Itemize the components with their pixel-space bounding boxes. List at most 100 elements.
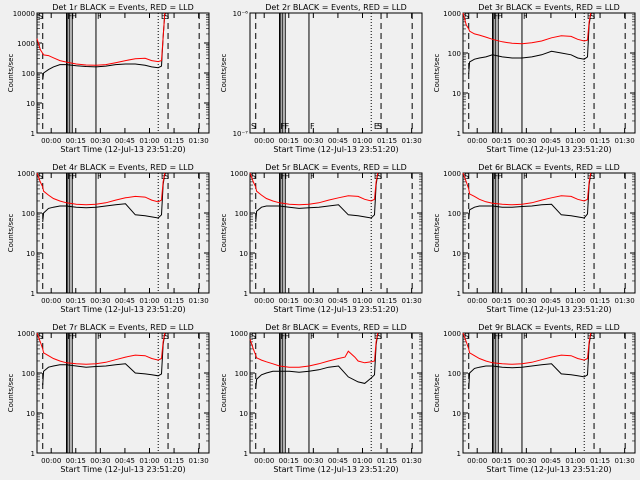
x-tick-label: 01:00 (139, 137, 159, 145)
x-tick-label: 01:00 (352, 457, 372, 465)
x-axis-label: Start Time (12-Jul-13 23:51:20) (60, 465, 185, 474)
detector-panel: Det 2r BLACK = Events, RED = LLD 10⁻⁷ 10⁻⁶… (220, 3, 423, 154)
flag-label: S (590, 12, 595, 21)
y-tick-label: 1000 (230, 170, 248, 178)
plot-frame (36, 172, 210, 294)
y-tick-label: 1000 (17, 170, 35, 178)
x-axis-label: Start Time (12-Jul-13 23:51:20) (486, 465, 611, 474)
x-tick-label: 00:00 (467, 457, 487, 465)
x-tick-label: 00:00 (254, 297, 274, 305)
flag-label: F (67, 332, 72, 341)
x-tick-label: 00:45 (541, 137, 561, 145)
flag-label: S (164, 332, 169, 341)
x-tick-label: 01:30 (189, 137, 209, 145)
x-axis-label: Start Time (12-Jul-13 23:51:20) (60, 145, 185, 154)
detector-panel: Det 4r BLACK = Events, RED = LLD 1 10 100 10… (7, 163, 210, 314)
panel-title: Det 8r BLACK = Events, RED = LLD (265, 323, 407, 332)
detector-panel: Det 3r BLACK = Events, RED = LLD 1 10 100 10… (433, 3, 636, 154)
x-tick-label: 01:30 (189, 297, 209, 305)
y-tick-label: 100 (235, 370, 248, 378)
flag-label: F (310, 172, 315, 181)
y-tick-label: 10000 (13, 10, 35, 18)
y-tick-label: 1 (244, 450, 248, 458)
flag-label: F (523, 332, 528, 341)
x-axis-label: Start Time (12-Jul-13 23:51:20) (486, 145, 611, 154)
flag-label: F (280, 172, 285, 181)
panel-title: Det 7r BLACK = Events, RED = LLD (52, 323, 194, 332)
y-tick-label: 10 (26, 250, 35, 258)
lld-series-line (462, 172, 592, 206)
x-tick-label: 01:00 (139, 457, 159, 465)
x-tick-label: 01:00 (565, 137, 585, 145)
flag-label: F (97, 332, 102, 341)
flag-label: S (377, 332, 382, 341)
flag-label: S (38, 332, 43, 341)
flag-label: F (498, 332, 503, 341)
x-tick-label: 00:45 (115, 137, 135, 145)
x-tick-label: 00:30 (303, 297, 323, 305)
events-series-line (42, 12, 166, 80)
events-series-line (468, 172, 592, 220)
y-tick-label: 1000 (17, 40, 35, 48)
x-tick-label: 00:15 (492, 137, 512, 145)
flag-label: S (164, 172, 169, 181)
flag-label: S (251, 332, 256, 341)
y-tick-label: 10 (26, 100, 35, 108)
panel-title: Det 4r BLACK = Events, RED = LLD (52, 163, 194, 172)
y-tick-label: 1 (31, 450, 35, 458)
flag-label: S (164, 12, 169, 21)
y-tick-label: 1 (457, 130, 461, 138)
flag-label: E (161, 172, 166, 181)
x-tick-label: 00:15 (492, 457, 512, 465)
x-tick-label: 01:30 (402, 137, 422, 145)
panel-title: Det 2r BLACK = Events, RED = LLD (265, 3, 407, 12)
lld-series-line (249, 172, 379, 206)
x-tick-label: 01:00 (352, 297, 372, 305)
x-axis-label: Start Time (12-Jul-13 23:51:20) (486, 305, 611, 314)
flag-label: F (67, 172, 72, 181)
x-tick-label: 01:30 (402, 297, 422, 305)
x-tick-label: 00:30 (516, 137, 536, 145)
x-tick-label: 01:00 (139, 297, 159, 305)
y-axis-label: Counts/sec (220, 374, 228, 413)
x-tick-label: 01:15 (590, 137, 610, 145)
flag-label: F (523, 172, 528, 181)
panel-title: Det 9r BLACK = Events, RED = LLD (478, 323, 620, 332)
y-axis-label: Counts/sec (220, 54, 228, 93)
x-tick-label: 01:15 (590, 297, 610, 305)
events-series-line (255, 332, 379, 389)
x-tick-label: 01:15 (164, 457, 184, 465)
x-tick-label: 00:15 (279, 137, 299, 145)
x-tick-label: 00:00 (254, 137, 274, 145)
x-tick-label: 00:00 (467, 137, 487, 145)
flag-label: S (38, 172, 43, 181)
flag-label: S (464, 332, 469, 341)
y-tick-label: 100 (22, 210, 35, 218)
flag-label: S (251, 172, 256, 181)
lld-series-line (462, 332, 592, 365)
x-tick-label: 00:00 (41, 457, 61, 465)
y-tick-label: 10⁻⁷ (233, 130, 249, 138)
y-axis-label: Counts/sec (433, 54, 441, 93)
flag-label: F (280, 122, 285, 131)
x-tick-label: 00:45 (541, 457, 561, 465)
y-tick-label: 10 (239, 410, 248, 418)
flag-label: F (285, 332, 290, 341)
x-tick-label: 01:15 (164, 297, 184, 305)
flag-label: E (374, 172, 379, 181)
flag-label: E (374, 332, 379, 341)
flag-label: F (493, 332, 498, 341)
flag-label: S (464, 172, 469, 181)
plot-frame (249, 172, 423, 294)
events-series-line (42, 172, 166, 222)
detector-panel: Det 9r BLACK = Events, RED = LLD 1 10 100 10… (433, 323, 636, 474)
x-tick-label: 00:30 (90, 297, 110, 305)
x-tick-label: 00:00 (41, 297, 61, 305)
y-tick-label: 10⁻⁶ (233, 10, 249, 18)
flag-label: F (280, 332, 285, 341)
plot-frame (249, 332, 423, 454)
y-axis-label: Counts/sec (433, 214, 441, 253)
y-tick-label: 10 (26, 410, 35, 418)
plot-frame (249, 12, 423, 134)
events-series-line (468, 332, 592, 389)
